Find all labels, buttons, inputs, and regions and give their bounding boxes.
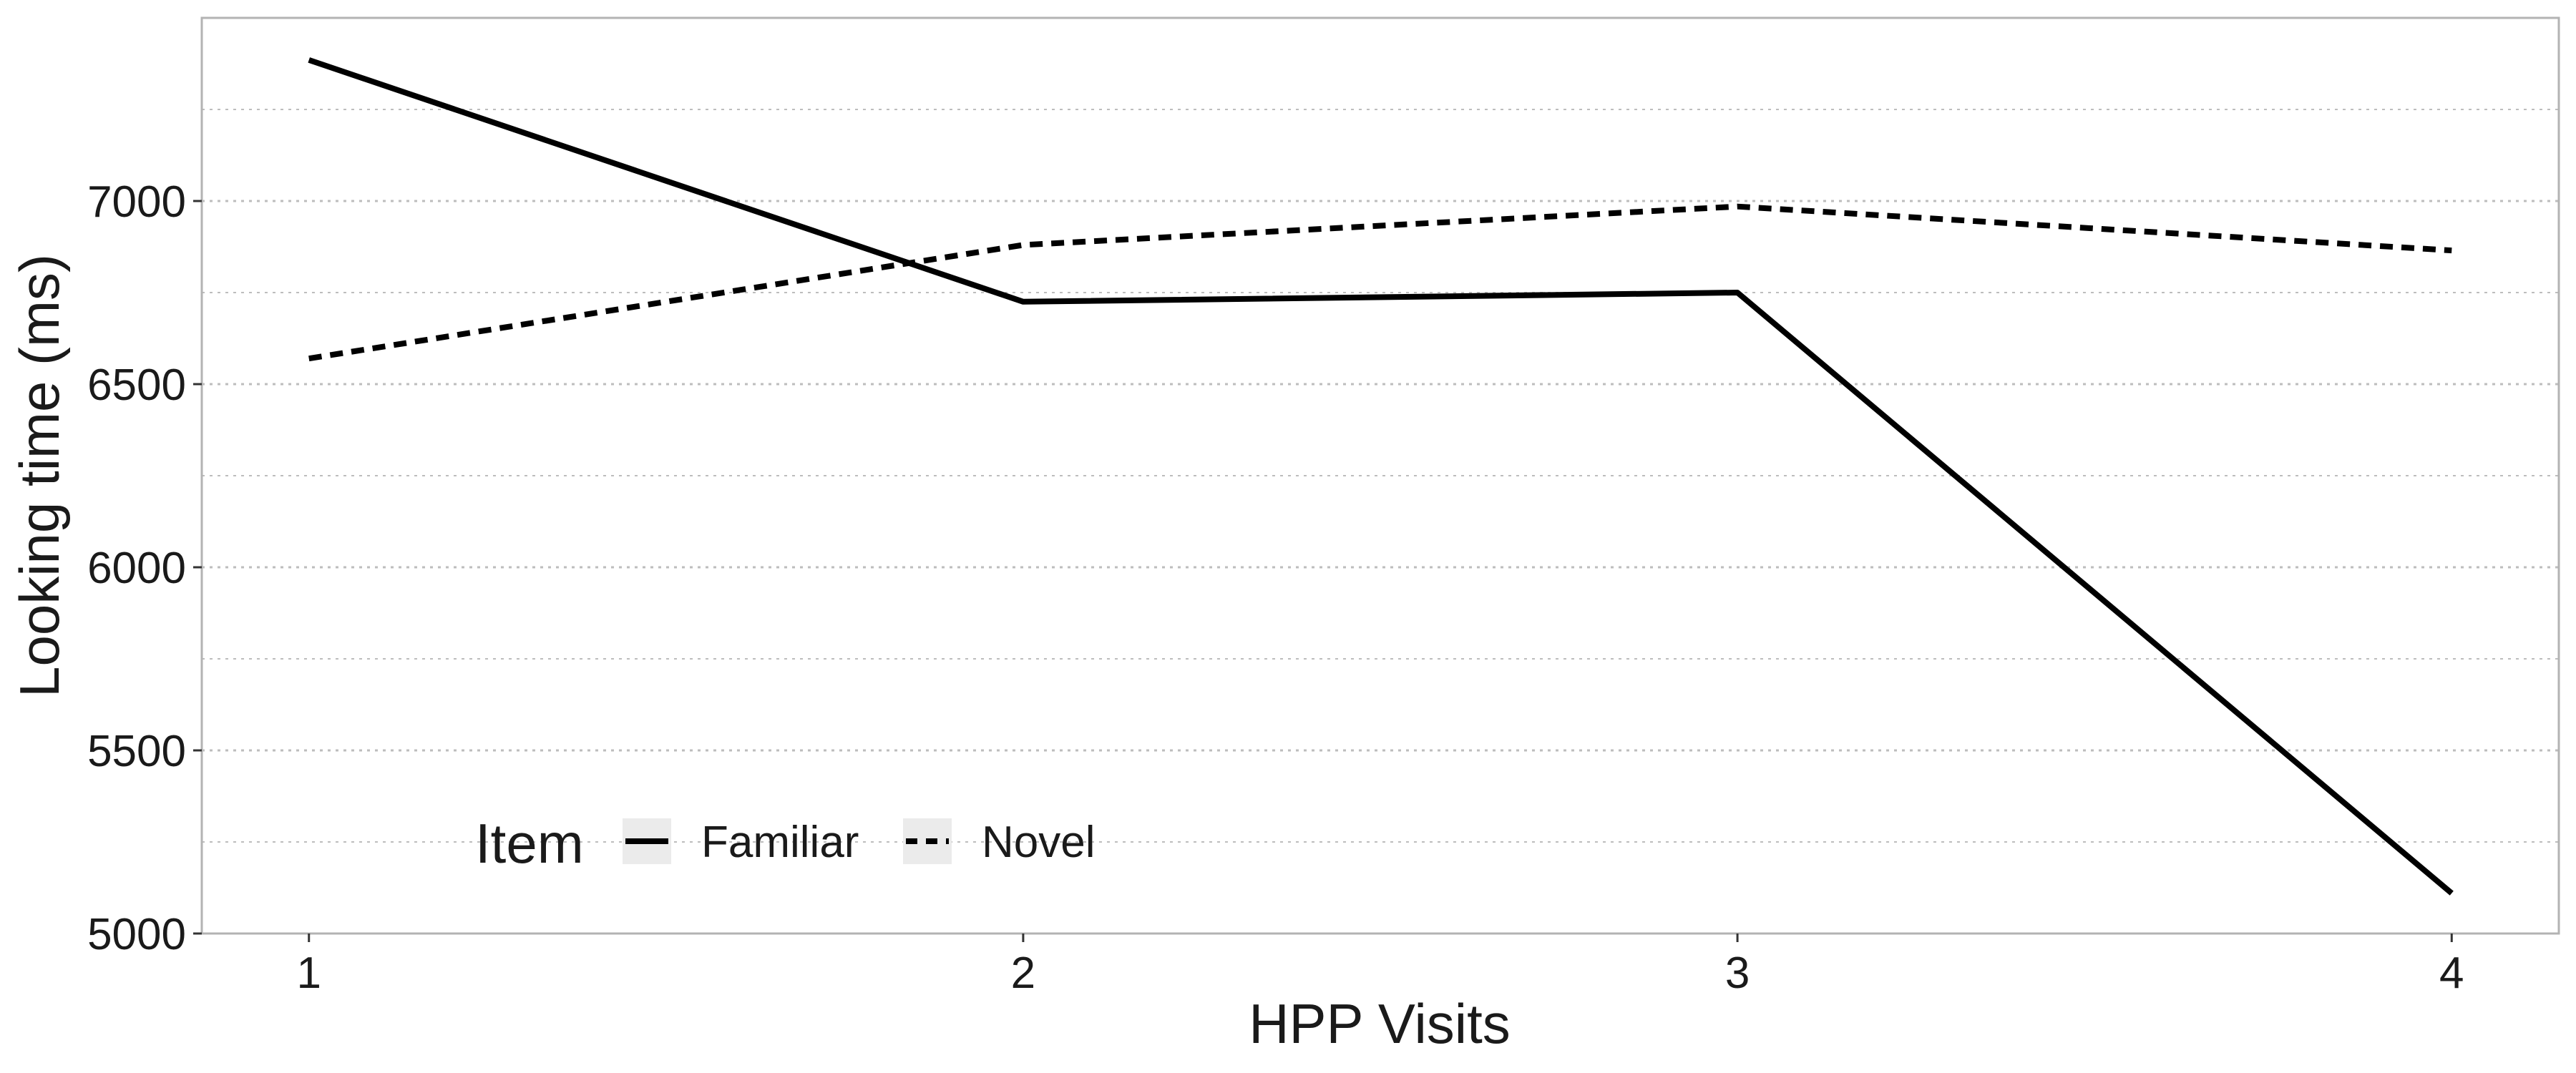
legend-label-novel: Novel (982, 818, 1096, 867)
y-tick-label: 7000 (87, 177, 186, 227)
series-line-novel (308, 203, 2452, 362)
x-axis-ticks: 1 2 3 4 (296, 934, 2464, 998)
legend-label-familiar: Familiar (701, 818, 859, 867)
legend: Item Familiar Novel (475, 812, 1096, 875)
x-tick-label: 4 (2439, 949, 2464, 998)
x-tick-label: 3 (1725, 949, 1750, 998)
plot-panel (200, 16, 2560, 935)
y-tick-label: 6500 (87, 361, 186, 410)
y-axis-ticks: 5000 5500 6000 6500 7000 (87, 177, 202, 959)
legend-title: Item (475, 812, 584, 875)
y-axis-title: Looking time (ms) (8, 254, 71, 697)
y-tick-label: 5500 (87, 727, 186, 776)
y-tick-label: 5000 (87, 910, 186, 959)
gridlines (202, 109, 2559, 935)
series-line-familiar (308, 57, 2454, 896)
x-axis-title: HPP Visits (1249, 992, 1511, 1055)
series-lines (308, 57, 2454, 896)
x-tick-label: 2 (1011, 949, 1035, 998)
x-tick-label: 1 (296, 949, 321, 998)
y-tick-label: 6000 (87, 544, 186, 593)
